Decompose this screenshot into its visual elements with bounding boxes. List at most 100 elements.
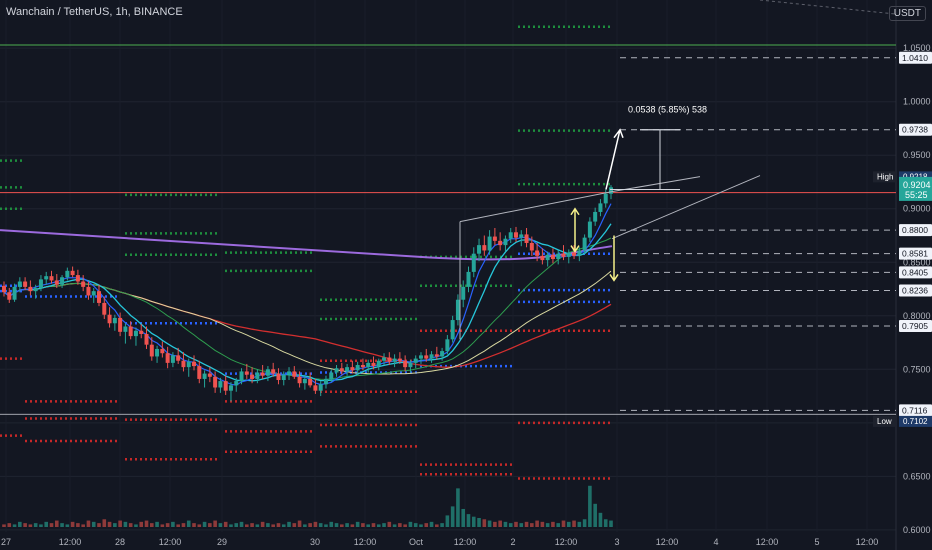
- volume-bar: [482, 519, 487, 527]
- candle-body: [587, 221, 592, 238]
- volume-bar: [577, 521, 582, 527]
- candle-body: [281, 374, 286, 380]
- volume-bar: [487, 520, 492, 527]
- volume-bar: [588, 485, 592, 527]
- volume-bar: [303, 524, 307, 527]
- volume-bar: [229, 524, 233, 527]
- volume-bar: [60, 523, 64, 527]
- volume-bar: [498, 520, 502, 527]
- volume-bar: [276, 523, 281, 527]
- candle-body: [577, 250, 582, 256]
- y-tick-label: 0.8500: [903, 257, 931, 267]
- candle-body: [33, 287, 38, 292]
- candle-body: [218, 381, 223, 388]
- candle-body: [75, 275, 80, 282]
- x-tick-label: 12:00: [59, 537, 82, 547]
- ma-teal-line: [3, 223, 612, 382]
- candle-body: [603, 193, 608, 204]
- candle-body: [128, 326, 133, 337]
- level-price-label: 0.8800: [902, 225, 928, 235]
- volume-bar: [118, 520, 122, 527]
- volume-bar: [297, 520, 302, 527]
- candle-body: [139, 330, 144, 334]
- volume-bar: [318, 523, 323, 527]
- volume-bar: [218, 523, 223, 527]
- candle-body: [540, 255, 545, 261]
- x-tick-label: 27: [1, 537, 11, 547]
- currency-unit-button[interactable]: USDT: [888, 6, 926, 21]
- volume-bar: [519, 523, 524, 527]
- candle-body: [524, 234, 529, 243]
- volume-bar: [18, 521, 22, 527]
- low-tag-box: [873, 415, 896, 427]
- candle-body: [165, 353, 170, 363]
- level-price-box: [899, 404, 932, 417]
- volume-bar: [324, 524, 328, 527]
- volume-bar: [7, 523, 12, 527]
- volume-bar: [81, 524, 85, 527]
- candle-body: [149, 344, 154, 357]
- y-tick-label: 1.0500: [903, 43, 931, 53]
- candle-body: [81, 281, 86, 287]
- x-tick-label: 12:00: [555, 537, 578, 547]
- candle-body: [360, 365, 365, 368]
- candle-body: [392, 358, 397, 362]
- candle-body: [508, 232, 513, 239]
- volume-bar: [181, 523, 186, 527]
- candle-body: [598, 203, 603, 212]
- volume-bar: [424, 523, 429, 527]
- volume-bar: [435, 524, 439, 527]
- level-price-label: 0.8581: [902, 249, 928, 259]
- candle-body: [503, 238, 508, 246]
- volume-bar: [329, 521, 334, 527]
- x-tick-label: 12:00: [454, 537, 477, 547]
- candle-body: [302, 378, 307, 384]
- volume-bar: [23, 523, 27, 527]
- level-price-box: [899, 284, 932, 297]
- volume-bar: [2, 524, 6, 527]
- volume-bar: [382, 523, 386, 527]
- volume-bar: [186, 520, 191, 527]
- volume-bar: [76, 523, 80, 527]
- candle-body: [255, 372, 260, 379]
- volume-bar: [250, 523, 254, 527]
- volume-bar: [440, 523, 444, 527]
- candle-body: [387, 357, 392, 362]
- candle-body: [561, 253, 566, 257]
- volume-bar: [281, 524, 286, 527]
- candle-body: [250, 374, 255, 379]
- candle-body: [376, 360, 381, 367]
- volume-bar: [107, 521, 112, 527]
- volume-bar: [313, 521, 318, 527]
- x-tick-label: Oct: [409, 537, 424, 547]
- current-price-badge: [899, 176, 932, 201]
- volume-bar: [340, 524, 344, 527]
- candle-body: [339, 368, 344, 372]
- candle-body: [593, 211, 598, 222]
- current-price-label: 0.9204: [903, 180, 931, 190]
- volume-bar: [197, 524, 202, 527]
- x-tick-label: 29: [217, 537, 227, 547]
- high-tag: High: [877, 172, 893, 181]
- volume-bar: [366, 524, 370, 527]
- level-price-label: 0.9738: [902, 125, 928, 135]
- top-right-trend-line: [759, 0, 896, 15]
- volume-bar: [566, 521, 571, 527]
- candle-body: [102, 302, 107, 315]
- volume-bar: [292, 523, 297, 527]
- candle-body: [112, 317, 117, 324]
- channel-top-line: [459, 191, 613, 223]
- candle-body: [329, 372, 334, 379]
- y-tick-label: 0.9500: [903, 150, 931, 160]
- volume-bar: [450, 506, 455, 527]
- volume-bar: [97, 523, 101, 527]
- volume-bar: [345, 523, 349, 527]
- volume-bar: [398, 523, 402, 527]
- candle-body: [271, 369, 276, 374]
- candle-body: [144, 333, 149, 345]
- candle-body: [350, 367, 355, 371]
- candle-body: [366, 362, 371, 368]
- volume-bar: [456, 488, 460, 527]
- candle-body: [260, 372, 265, 376]
